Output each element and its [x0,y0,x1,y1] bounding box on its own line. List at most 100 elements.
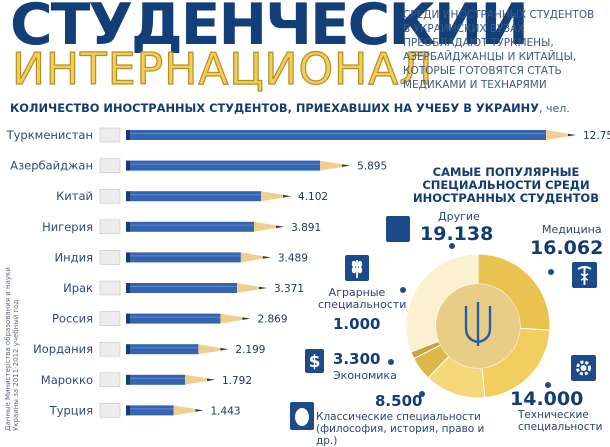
pencil-lead [568,133,576,137]
value-label: 1.443 [211,405,241,417]
flag-icon [99,127,121,143]
flag-icon [99,188,121,204]
pencil-tip [220,313,251,324]
pencil-lead [262,256,271,259]
dollar-icon: $ [305,349,324,373]
value-label: 3.371 [274,283,304,295]
category-label: Китай [56,189,93,203]
wheat-icon [345,255,369,281]
bar [130,252,241,263]
bar-row: Азербайджан 5.895 [10,158,387,173]
category-label: Иордания [33,342,93,356]
square-icon [386,216,410,242]
bar-chart-unit: , чел. [538,102,570,115]
bar-row: Китай 4.102 [56,188,328,204]
header: СТУДЕНЧЕСКИЙ ИНТЕРНАЦИОНАЛ [4,0,529,100]
pencil-tip [546,130,576,140]
svg-text:$: $ [309,352,321,372]
category-label: Туркменистан [6,128,93,142]
pencil-tip [320,160,351,171]
value-label: 5.895 [357,161,387,173]
value-label: 2.869 [257,314,287,326]
flag-icon [99,280,121,296]
bar [130,405,174,416]
bar [130,130,546,140]
value-economy: 3.300 [333,350,381,368]
bar [130,344,199,355]
category-label: Нигерия [42,220,93,234]
pencil-lead [242,317,251,320]
bar-row: Турция 1.443 [49,403,241,418]
source-note: Данные Министерства образования и науки … [4,267,20,431]
label-classic: Классические специальности (философия, и… [316,411,485,447]
title-line-2: ИНТЕРНАЦИОНАЛ [11,43,434,95]
donut-chart-title: САМЫЕ ПОПУЛЯРНЫЕ СПЕЦИАЛЬНОСТИ СРЕДИ ИНО… [413,165,599,205]
pencil-cap [126,221,130,232]
flag-icon [99,158,121,173]
pencil-tip [261,191,292,202]
bar-chart-title: КОЛИЧЕСТВО ИНОСТРАННЫХ СТУДЕНТОВ, ПРИЕХА… [10,100,608,117]
flag-icon [99,341,121,357]
bar-row: Индия 3.489 [55,250,308,265]
bar-row: Нигерия 3.891 [42,219,321,235]
value-label: 2.199 [235,344,265,356]
bar-row: Марокко 1.792 [41,372,252,388]
pencil-lead [283,194,292,198]
pencil-cap [126,344,130,355]
label-economy: Экономика [333,369,397,382]
pencil-tip [236,283,267,293]
value-agrarian: 1.000 [333,315,381,333]
bar [130,374,185,385]
category-label: Азербайджан [10,159,93,173]
bar-row: Россия 2.869 [52,311,288,326]
flag-icon [99,219,121,235]
pencil-cap [126,283,130,293]
egg-icon [290,402,314,430]
pencil-lead [258,286,267,290]
bar-row: Ирак 3.371 [63,280,304,296]
value-label: 12.758 [583,130,610,142]
value-label: 1.792 [222,375,252,387]
bar [130,191,262,202]
value-label: 3.891 [291,222,321,234]
bar [130,160,321,171]
flag-icon [99,311,121,326]
category-label: Турция [49,403,93,417]
pencil-tip [198,344,229,355]
value-medicine: 16.062 [530,237,604,259]
bar-row: Иордания 2.199 [33,341,265,357]
pencil-lead [276,225,285,229]
value-other: 19.138 [420,223,494,245]
pencil-tip [240,252,271,263]
value-classic: 8.500 [375,392,423,410]
pencil-lead [206,378,215,382]
pencil-cap [126,160,130,171]
label-medicine: Медицина [542,223,602,236]
label-technical: Технические специальности [518,409,603,433]
pencil-cap [126,405,130,416]
category-label: Марокко [41,373,93,387]
bar-row: Туркменистан 12.758 [6,127,610,143]
value-technical: 14.000 [510,388,584,410]
bar-chart: Туркменистан 12.758 Азербайджан 5.895 Китай 4… [6,127,610,418]
category-label: Индия [55,250,93,264]
value-label: 4.102 [298,191,328,203]
label-other: Другие [438,210,480,223]
category-label: Ирак [63,281,93,295]
category-label: Россия [52,312,93,326]
flag-icon [99,403,121,418]
flag-icon [99,250,121,265]
bar [130,221,255,232]
pencil-lead [342,164,351,167]
lead-text: Среди иностранных студентов в украинских… [403,9,595,91]
caduceus-icon [572,262,597,288]
gear-icon [571,355,596,381]
label-agrarian: Аграрные специальности [318,286,407,311]
bar [130,313,221,324]
pencil-lead [220,347,229,351]
pencil-cap [126,130,130,140]
pencil-tip [184,374,215,385]
pencil-cap [126,374,130,385]
flag-icon [99,372,121,388]
bar [130,283,237,293]
